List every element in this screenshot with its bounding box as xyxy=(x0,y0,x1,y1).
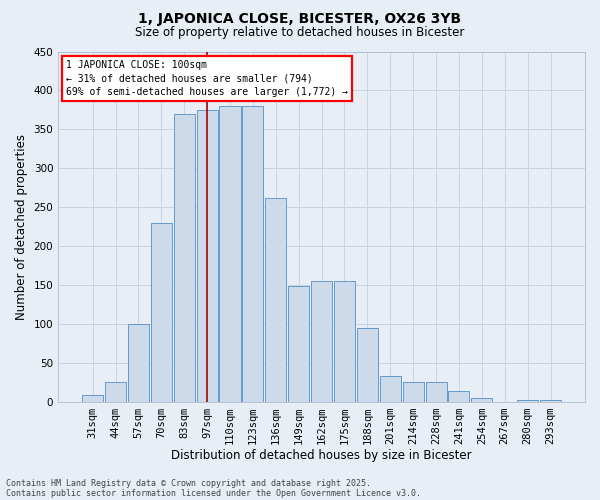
Bar xyxy=(357,328,378,402)
Bar xyxy=(288,286,309,402)
Bar xyxy=(540,400,561,402)
Bar xyxy=(517,400,538,402)
Bar xyxy=(311,281,332,402)
Bar xyxy=(173,114,195,402)
X-axis label: Distribution of detached houses by size in Bicester: Distribution of detached houses by size … xyxy=(171,450,472,462)
Bar xyxy=(403,382,424,402)
Bar xyxy=(425,382,446,402)
Bar xyxy=(472,398,493,402)
Bar xyxy=(242,106,263,402)
Bar xyxy=(151,222,172,402)
Bar xyxy=(448,392,469,402)
Bar xyxy=(197,110,218,402)
Bar xyxy=(334,281,355,402)
Bar xyxy=(380,376,401,402)
Bar xyxy=(265,198,286,402)
Text: Contains HM Land Registry data © Crown copyright and database right 2025.
Contai: Contains HM Land Registry data © Crown c… xyxy=(6,479,421,498)
Text: 1, JAPONICA CLOSE, BICESTER, OX26 3YB: 1, JAPONICA CLOSE, BICESTER, OX26 3YB xyxy=(139,12,461,26)
Bar xyxy=(128,324,149,402)
Bar xyxy=(220,106,241,402)
Text: 1 JAPONICA CLOSE: 100sqm
← 31% of detached houses are smaller (794)
69% of semi-: 1 JAPONICA CLOSE: 100sqm ← 31% of detach… xyxy=(66,60,348,96)
Text: Size of property relative to detached houses in Bicester: Size of property relative to detached ho… xyxy=(136,26,464,39)
Y-axis label: Number of detached properties: Number of detached properties xyxy=(15,134,28,320)
Bar xyxy=(82,396,103,402)
Bar xyxy=(105,382,126,402)
